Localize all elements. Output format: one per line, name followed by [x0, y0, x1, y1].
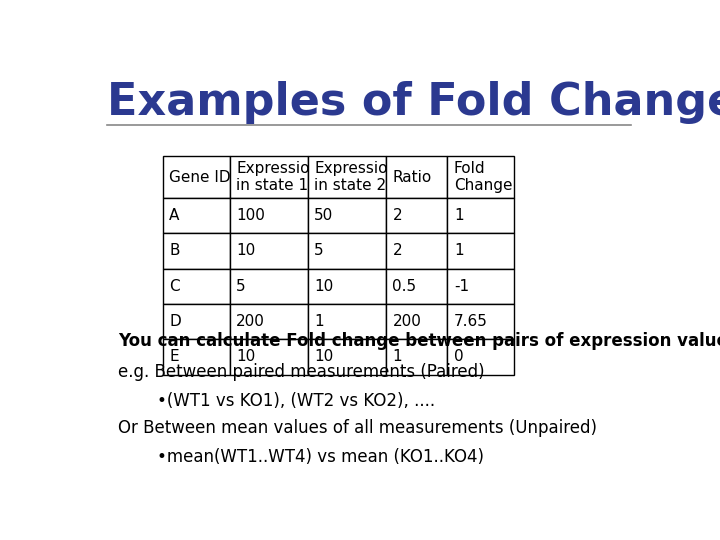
Text: Expression
in state 2: Expression in state 2	[315, 161, 397, 193]
Bar	[307, 304, 386, 339]
Bar	[386, 233, 447, 268]
Text: •mean(WT1..WT4) vs mean (KO1..KO4): •mean(WT1..WT4) vs mean (KO1..KO4)	[157, 448, 484, 466]
Text: 50: 50	[315, 208, 333, 223]
Bar	[163, 268, 230, 304]
Bar	[447, 268, 514, 304]
Text: A: A	[169, 208, 179, 223]
Text: 5: 5	[315, 244, 324, 258]
Bar	[163, 339, 230, 375]
Bar	[447, 156, 514, 198]
Bar	[230, 304, 307, 339]
Bar	[163, 198, 230, 233]
Bar	[386, 304, 447, 339]
Text: C: C	[169, 279, 180, 294]
Text: B: B	[169, 244, 180, 258]
Text: -1: -1	[454, 279, 469, 294]
Bar	[386, 198, 447, 233]
Text: 7.65: 7.65	[454, 314, 487, 329]
Bar	[307, 156, 386, 198]
Bar	[447, 198, 514, 233]
Text: 200: 200	[392, 314, 421, 329]
Text: 200: 200	[236, 314, 265, 329]
Bar	[163, 304, 230, 339]
Bar	[230, 233, 307, 268]
Bar	[447, 233, 514, 268]
Text: D: D	[169, 314, 181, 329]
Text: 2: 2	[392, 208, 402, 223]
Bar	[447, 304, 514, 339]
Text: Ratio: Ratio	[392, 170, 432, 185]
Text: 1: 1	[454, 208, 464, 223]
Bar	[386, 156, 447, 198]
Bar	[230, 268, 307, 304]
Bar	[163, 156, 230, 198]
Text: 0.5: 0.5	[392, 279, 417, 294]
Text: 1: 1	[315, 314, 324, 329]
Text: 2: 2	[392, 244, 402, 258]
Text: 1: 1	[392, 349, 402, 364]
Text: Fold
Change: Fold Change	[454, 161, 513, 193]
Bar	[230, 198, 307, 233]
Bar	[307, 268, 386, 304]
Text: 100: 100	[236, 208, 265, 223]
Text: You can calculate Fold change between pairs of expression values:: You can calculate Fold change between pa…	[118, 332, 720, 349]
Text: 10: 10	[315, 279, 333, 294]
Bar	[386, 268, 447, 304]
Text: 5: 5	[236, 279, 246, 294]
Bar	[386, 339, 447, 375]
Text: 1: 1	[454, 244, 464, 258]
Bar	[307, 233, 386, 268]
Text: e.g. Between paired measurements (Paired): e.g. Between paired measurements (Paired…	[118, 363, 485, 381]
Text: 0: 0	[454, 349, 464, 364]
Bar	[307, 339, 386, 375]
Bar	[230, 339, 307, 375]
Text: 10: 10	[236, 244, 256, 258]
Text: E: E	[169, 349, 179, 364]
Bar	[447, 339, 514, 375]
Text: Expression
in state 1: Expression in state 1	[236, 161, 320, 193]
Bar	[230, 156, 307, 198]
Text: •(WT1 vs KO1), (WT2 vs KO2), ....: •(WT1 vs KO1), (WT2 vs KO2), ....	[157, 392, 435, 410]
Text: 10: 10	[236, 349, 256, 364]
Bar	[307, 198, 386, 233]
Text: Examples of Fold Change: Examples of Fold Change	[107, 82, 720, 124]
Bar	[163, 233, 230, 268]
Text: Gene ID: Gene ID	[169, 170, 231, 185]
Text: Or Between mean values of all measurements (Unpaired): Or Between mean values of all measuremen…	[118, 419, 597, 437]
Text: 10: 10	[315, 349, 333, 364]
